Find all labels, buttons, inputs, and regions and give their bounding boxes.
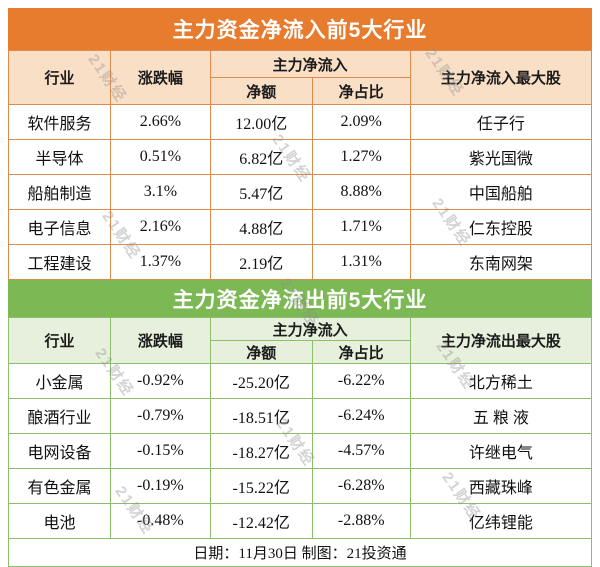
top-stock-cell: 北方稀土 <box>409 363 593 399</box>
net-amount-cell: -15.22亿 <box>209 468 313 504</box>
table-row: 半导体 0.51% 6.82亿 1.27% 紫光国微 <box>7 139 593 175</box>
table-row: 有色金属 -0.19% -15.22亿 -6.28% 西藏珠峰 <box>7 468 593 504</box>
table-row: 软件服务 2.66% 12.00亿 2.09% 任子行 <box>7 104 593 140</box>
industry-cell: 工程建设 <box>7 244 112 280</box>
col-header-change: 涨跌幅 <box>110 50 211 105</box>
net-amount-cell: 6.82亿 <box>209 139 313 175</box>
net-ratio-cell: -6.22% <box>311 363 411 399</box>
footer-row: 日期：11月30日 制图：21投资通 <box>8 538 592 567</box>
col-header-industry: 行业 <box>7 317 112 364</box>
change-cell: 0.51% <box>110 139 211 175</box>
outflow-table-header: 行业 涨跌幅 主力净流入 主力净流出最大股 净额 净占比 <box>7 317 593 364</box>
industry-cell: 有色金属 <box>7 468 112 504</box>
net-ratio-cell: 1.31% <box>311 244 411 280</box>
change-cell: -0.15% <box>110 433 211 469</box>
inflow-title: 主力资金净流入前5大行业 <box>172 19 428 42</box>
col-header-net-amount: 净额 <box>209 77 313 105</box>
table-row: 电池 -0.48% -12.42亿 -2.88% 亿纬锂能 <box>7 503 593 539</box>
top-stock-cell: 五 粮 液 <box>409 398 593 434</box>
col-header-netflow-group: 主力净流入 <box>209 317 411 341</box>
outflow-table: 行业 涨跌幅 主力净流入 主力净流出最大股 净额 净占比 小金属 -0.92% … <box>7 317 593 567</box>
top-stock-cell: 任子行 <box>409 104 593 140</box>
net-amount-cell: 4.88亿 <box>209 209 313 245</box>
top-stock-cell: 中国船舶 <box>409 174 593 210</box>
col-header-netflow-group: 主力净流入 <box>209 50 411 78</box>
col-header-top-stock: 主力净流入最大股 <box>409 50 593 105</box>
industry-cell: 半导体 <box>7 139 112 175</box>
top-stock-cell: 西藏珠峰 <box>409 468 593 504</box>
top-stock-cell: 紫光国微 <box>409 139 593 175</box>
industry-cell: 酿酒行业 <box>7 398 112 434</box>
inflow-table: 行业 涨跌幅 主力净流入 主力净流入最大股 净额 净占比 软件服务 2.66% … <box>7 50 593 280</box>
net-ratio-cell: -6.28% <box>311 468 411 504</box>
net-ratio-cell: 1.27% <box>311 139 411 175</box>
col-header-net-amount: 净额 <box>209 340 313 364</box>
net-amount-cell: 12.00亿 <box>209 104 313 140</box>
col-header-net-ratio: 净占比 <box>311 340 411 364</box>
industry-cell: 船舶制造 <box>7 174 112 210</box>
change-cell: -0.92% <box>110 363 211 399</box>
net-amount-cell: 2.19亿 <box>209 244 313 280</box>
top-stock-cell: 仁东控股 <box>409 209 593 245</box>
net-ratio-cell: -6.24% <box>311 398 411 434</box>
net-ratio-cell: 1.71% <box>311 209 411 245</box>
change-cell: -0.19% <box>110 468 211 504</box>
outflow-title-banner: 主力资金净流出前5大行业 <box>8 280 592 317</box>
table-row: 电子信息 2.16% 4.88亿 1.71% 仁东控股 <box>7 209 593 245</box>
industry-cell: 小金属 <box>7 363 112 399</box>
inflow-table-header: 行业 涨跌幅 主力净流入 主力净流入最大股 净额 净占比 <box>7 50 593 105</box>
table-row: 船舶制造 3.1% 5.47亿 8.88% 中国船舶 <box>7 174 593 210</box>
industry-cell: 软件服务 <box>7 104 112 140</box>
net-ratio-cell: 8.88% <box>311 174 411 210</box>
industry-cell: 电池 <box>7 503 112 539</box>
net-ratio-cell: -2.88% <box>311 503 411 539</box>
col-header-industry: 行业 <box>7 50 112 105</box>
table-row: 小金属 -0.92% -25.20亿 -6.22% 北方稀土 <box>7 363 593 399</box>
table-row: 工程建设 1.37% 2.19亿 1.31% 东南网架 <box>7 244 593 280</box>
outflow-title: 主力资金净流出前5大行业 <box>172 288 428 312</box>
net-amount-cell: -18.51亿 <box>209 398 313 434</box>
net-ratio-cell: -4.57% <box>311 433 411 469</box>
net-amount-cell: 5.47亿 <box>209 174 313 210</box>
change-cell: -0.79% <box>110 398 211 434</box>
top-stock-cell: 亿纬锂能 <box>409 503 593 539</box>
industry-cell: 电子信息 <box>7 209 112 245</box>
net-ratio-cell: 2.09% <box>311 104 411 140</box>
change-cell: 2.66% <box>110 104 211 140</box>
footer-caption: 日期：11月30日 制图：21投资通 <box>8 538 592 567</box>
change-cell: 2.16% <box>110 209 211 245</box>
table-row: 电网设备 -0.15% -18.27亿 -4.57% 许继电气 <box>7 433 593 469</box>
top-stock-cell: 东南网架 <box>409 244 593 280</box>
table-row: 酿酒行业 -0.79% -18.51亿 -6.24% 五 粮 液 <box>7 398 593 434</box>
industry-cell: 电网设备 <box>7 433 112 469</box>
top-stock-cell: 许继电气 <box>409 433 593 469</box>
change-cell: -0.48% <box>110 503 211 539</box>
net-amount-cell: -25.20亿 <box>209 363 313 399</box>
col-header-top-stock: 主力净流出最大股 <box>409 317 593 364</box>
net-amount-cell: -12.42亿 <box>209 503 313 539</box>
col-header-change: 涨跌幅 <box>110 317 211 364</box>
net-amount-cell: -18.27亿 <box>209 433 313 469</box>
col-header-net-ratio: 净占比 <box>311 77 411 105</box>
inflow-title-banner: 主力资金净流入前5大行业 <box>8 8 592 50</box>
change-cell: 3.1% <box>110 174 211 210</box>
change-cell: 1.37% <box>110 244 211 280</box>
